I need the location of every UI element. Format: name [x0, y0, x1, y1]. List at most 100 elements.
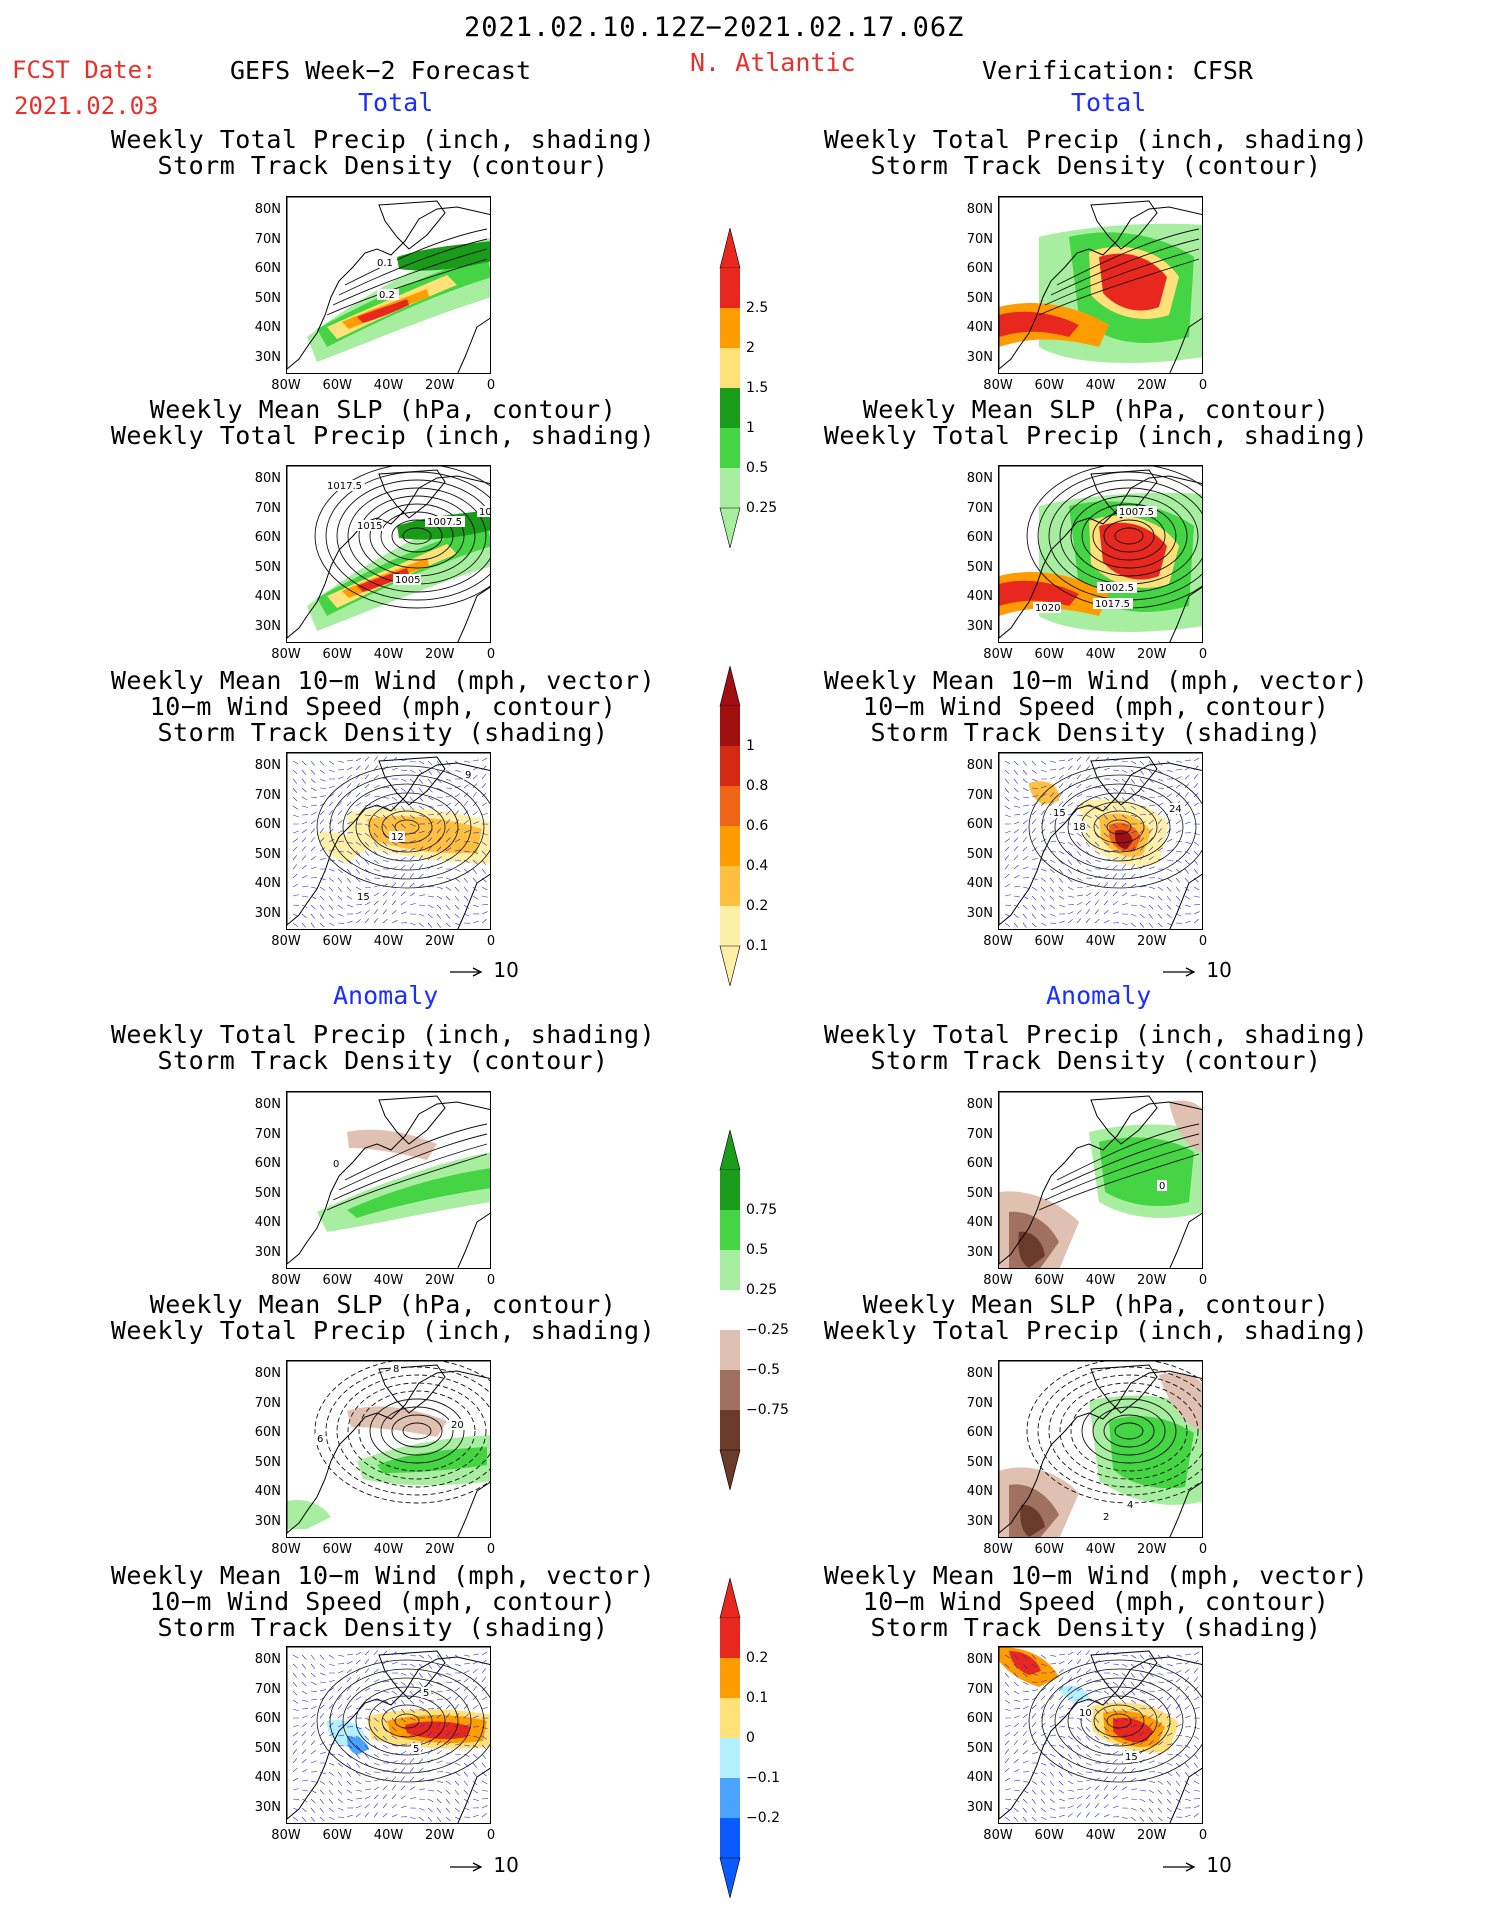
- lat-tick-label: 30N: [966, 905, 993, 921]
- lat-tick-label: 60N: [254, 1711, 281, 1726]
- lon-tick-label: 60W: [322, 1273, 352, 1288]
- gefs-title: GEFS Week−2 Forecast: [230, 56, 532, 85]
- lat-tick-label: 40N: [966, 320, 993, 335]
- lon-tick-label: 20W: [425, 934, 455, 949]
- lat-tick-label: 70N: [254, 1681, 281, 1697]
- lon-tick-label: 0: [1198, 1828, 1208, 1843]
- lat-tick-label: 40N: [254, 589, 281, 604]
- lon-tick-label: 0: [486, 1828, 496, 1843]
- lon-tick-label: 80W: [271, 1273, 301, 1288]
- contour-label: 1017.5: [1095, 599, 1130, 610]
- lat-tick-label: 30N: [966, 1513, 993, 1529]
- lat-tick-label: 30N: [254, 905, 281, 921]
- colorbar-label: 0.4: [746, 858, 769, 874]
- contour-label: 0: [1159, 1181, 1165, 1192]
- lat-tick-label: 40N: [254, 320, 281, 335]
- shading-region: [1009, 1651, 1041, 1675]
- lon-tick-label: 0: [486, 1542, 496, 1557]
- lon-tick-label: 0: [1198, 1542, 1208, 1557]
- contour-label: 1015: [357, 521, 382, 532]
- lon-tick-label: 80W: [271, 1542, 301, 1557]
- colorbar-label: −0.1: [746, 1770, 780, 1786]
- lat-tick-label: 80N: [254, 1366, 281, 1381]
- lat-tick-label: 30N: [254, 349, 281, 365]
- lat-tick-label: 80N: [254, 471, 281, 486]
- colorbar-swatch: [720, 1618, 740, 1658]
- lat-tick-label: 40N: [966, 876, 993, 891]
- shading-region: [999, 580, 1079, 606]
- contour-label: 1017.5: [327, 481, 362, 492]
- section-total-right: Total: [1071, 88, 1147, 117]
- lat-tick-label: 70N: [966, 1681, 993, 1697]
- contour-label: 10: [1079, 1708, 1092, 1719]
- map-cfsr-total-slp: 1007.5 1002.5 1020 1017.5: [998, 465, 1203, 643]
- colorbar-swatch: [720, 1658, 740, 1698]
- shading-region: [1113, 1717, 1153, 1743]
- contour-label: 12: [391, 832, 404, 843]
- colorbar-label: 1: [746, 738, 755, 754]
- lon-tick-label: 0: [486, 378, 496, 393]
- map-cfsr-anom-wind: 10 15: [998, 1646, 1203, 1824]
- shading-region: [1020, 1504, 1045, 1537]
- lon-tick-label: 20W: [425, 1828, 455, 1843]
- colorbar-swatch: [720, 268, 740, 308]
- lon-tick-label: 20W: [1137, 378, 1167, 393]
- contour-label: 18: [1073, 822, 1086, 833]
- lat-tick-label: 50N: [254, 846, 281, 862]
- lat-tick-label: 40N: [254, 1484, 281, 1499]
- contour-label: 5: [423, 1688, 429, 1699]
- lat-tick-label: 60N: [254, 1156, 281, 1171]
- shading-region: [347, 1129, 437, 1160]
- lat-tick-label: 50N: [254, 559, 281, 575]
- lat-tick-label: 80N: [254, 758, 281, 773]
- lon-tick-label: 80W: [271, 934, 301, 949]
- title-gefs-total-slp: Weekly Mean SLP (hPa, contour) Weekly Tot…: [110, 395, 656, 450]
- lat-tick-label: 40N: [966, 1770, 993, 1785]
- lat-tick-label: 50N: [254, 290, 281, 306]
- lat-tick-label: 80N: [966, 758, 993, 773]
- fcst-date-label: FCST Date:: [12, 56, 157, 84]
- lon-tick-label: 60W: [1034, 1542, 1064, 1557]
- lat-tick-label: 50N: [966, 1740, 993, 1756]
- colorbar-swatch: [720, 1778, 740, 1818]
- shading-region: [357, 299, 409, 323]
- lon-tick-label: 80W: [983, 378, 1013, 393]
- section-total-left: Total: [358, 88, 434, 117]
- shading-region: [1109, 1416, 1194, 1489]
- lat-tick-label: 80N: [966, 1097, 993, 1112]
- lat-tick-label: 70N: [254, 231, 281, 247]
- lat-tick-label: 40N: [966, 1215, 993, 1230]
- lon-tick-label: 40W: [373, 378, 404, 393]
- lon-tick-label: 0: [486, 647, 496, 662]
- colorbar-swatch: [720, 428, 740, 468]
- lon-tick-label: 40W: [373, 1828, 404, 1843]
- map-gefs-anom-slp: 8 6 20: [286, 1360, 491, 1538]
- section-anomaly-left: Anomaly: [333, 981, 439, 1010]
- colorbar-swatch: [720, 746, 740, 786]
- lon-tick-label: 20W: [1137, 1273, 1167, 1288]
- lat-tick-label: 30N: [254, 618, 281, 634]
- lat-tick-label: 70N: [254, 787, 281, 803]
- lat-tick-label: 60N: [254, 817, 281, 832]
- contour-label: 20: [451, 1420, 464, 1431]
- colorbar-swatch: [720, 348, 740, 388]
- lon-tick-label: 40W: [1085, 647, 1116, 662]
- lon-tick-label: 60W: [322, 1542, 352, 1557]
- date-range-title: 2021.02.10.12Z−2021.02.17.06Z: [464, 12, 965, 43]
- shading-region: [347, 1736, 369, 1755]
- lat-tick-label: 30N: [966, 349, 993, 365]
- contour-label: 1020: [1035, 603, 1060, 614]
- arrow-icon: [450, 967, 483, 977]
- colorbar-label: −0.75: [746, 1402, 789, 1418]
- lon-tick-label: 60W: [1034, 647, 1064, 662]
- contour-label: 1007.5: [1119, 507, 1154, 518]
- lat-tick-label: 40N: [966, 1484, 993, 1499]
- lon-tick-label: 40W: [1085, 1828, 1116, 1843]
- lon-tick-label: 0: [1198, 1273, 1208, 1288]
- colorbar-label: 0.2: [746, 898, 769, 914]
- colorbar-label: −0.25: [746, 1322, 789, 1338]
- colorbar-swatch: [720, 308, 740, 348]
- lat-tick-label: 60N: [966, 1156, 993, 1171]
- lon-tick-label: 20W: [1137, 934, 1167, 949]
